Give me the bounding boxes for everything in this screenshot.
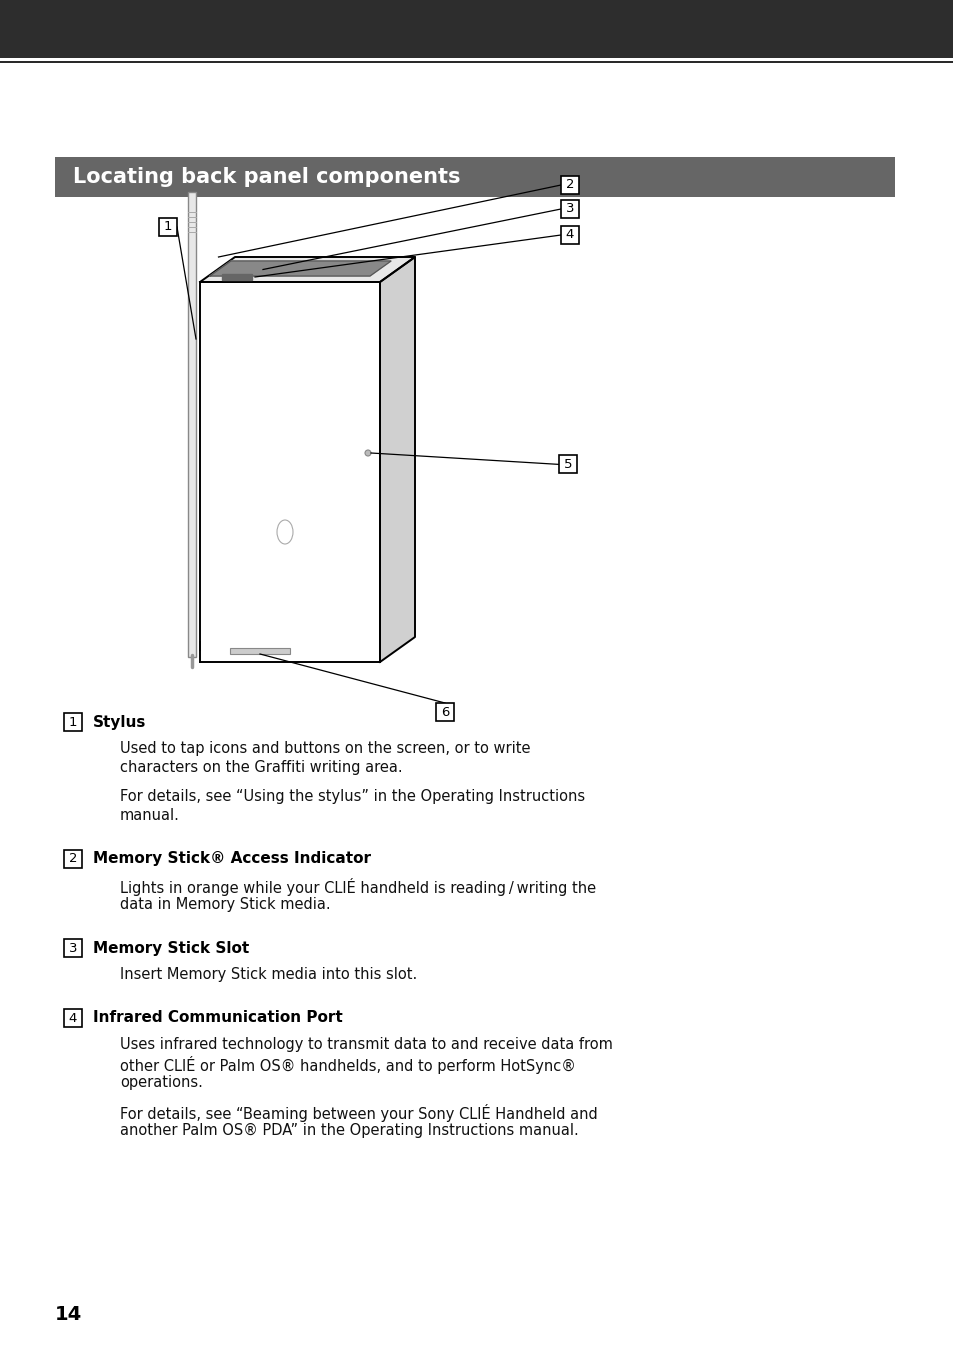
Polygon shape bbox=[210, 261, 391, 276]
Text: 14: 14 bbox=[55, 1305, 82, 1324]
Polygon shape bbox=[200, 283, 379, 662]
Bar bbox=[64, 713, 82, 731]
Text: Used to tap icons and buttons on the screen, or to write: Used to tap icons and buttons on the scr… bbox=[120, 741, 530, 756]
Text: 3: 3 bbox=[565, 203, 574, 215]
Text: manual.: manual. bbox=[120, 808, 180, 823]
Text: 1: 1 bbox=[69, 715, 77, 729]
Text: 4: 4 bbox=[69, 1011, 77, 1025]
Bar bbox=[560, 226, 578, 243]
Text: Memory Stick® Access Indicator: Memory Stick® Access Indicator bbox=[92, 852, 371, 867]
Text: Stylus: Stylus bbox=[92, 714, 146, 730]
Text: 6: 6 bbox=[440, 706, 449, 718]
Text: Insert Memory Stick media into this slot.: Insert Memory Stick media into this slot… bbox=[120, 967, 416, 982]
Polygon shape bbox=[200, 257, 415, 283]
Text: For details, see “Using the stylus” in the Operating Instructions: For details, see “Using the stylus” in t… bbox=[120, 790, 584, 804]
Ellipse shape bbox=[365, 450, 371, 456]
Ellipse shape bbox=[276, 521, 293, 544]
Text: For details, see “Beaming between your Sony CLIÉ Handheld and: For details, see “Beaming between your S… bbox=[120, 1105, 598, 1122]
Bar bbox=[64, 940, 82, 957]
Text: characters on the Graffiti writing area.: characters on the Graffiti writing area. bbox=[120, 760, 402, 775]
Bar bbox=[436, 703, 454, 721]
Bar bbox=[560, 200, 578, 218]
Bar bbox=[64, 850, 82, 868]
Text: 5: 5 bbox=[563, 458, 572, 470]
Text: other CLIÉ or Palm OS® handhelds, and to perform HotSync®: other CLIÉ or Palm OS® handhelds, and to… bbox=[120, 1056, 576, 1073]
Bar bbox=[230, 648, 290, 654]
Text: Memory Stick Slot: Memory Stick Slot bbox=[92, 941, 249, 956]
Text: Lights in orange while your CLIÉ handheld is reading / writing the: Lights in orange while your CLIÉ handhel… bbox=[120, 877, 596, 896]
Text: Locating back panel components: Locating back panel components bbox=[73, 168, 460, 187]
Text: another Palm OS® PDA” in the Operating Instructions manual.: another Palm OS® PDA” in the Operating I… bbox=[120, 1124, 578, 1138]
Polygon shape bbox=[222, 274, 252, 280]
Bar bbox=[558, 456, 577, 473]
Text: 1: 1 bbox=[164, 220, 172, 234]
Bar bbox=[188, 192, 195, 657]
Text: 4: 4 bbox=[565, 228, 574, 242]
Bar bbox=[560, 176, 578, 193]
Bar bbox=[0, 0, 953, 58]
Bar bbox=[55, 157, 894, 197]
Bar bbox=[159, 218, 177, 237]
Text: data in Memory Stick media.: data in Memory Stick media. bbox=[120, 896, 331, 913]
Polygon shape bbox=[379, 257, 415, 662]
Bar bbox=[64, 1009, 82, 1028]
Text: Uses infrared technology to transmit data to and receive data from: Uses infrared technology to transmit dat… bbox=[120, 1037, 612, 1052]
Text: 2: 2 bbox=[69, 853, 77, 865]
Text: 3: 3 bbox=[69, 941, 77, 955]
Text: operations.: operations. bbox=[120, 1075, 203, 1090]
Text: 2: 2 bbox=[565, 178, 574, 192]
Text: Infrared Communication Port: Infrared Communication Port bbox=[92, 1010, 342, 1026]
